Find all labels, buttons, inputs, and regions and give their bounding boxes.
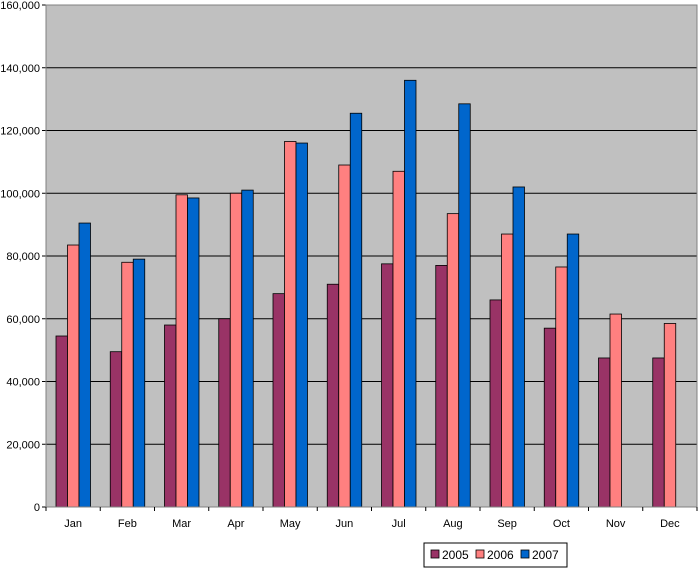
x-tick-label: Jul bbox=[392, 518, 406, 530]
bar-2006-dec bbox=[663, 323, 677, 508]
legend-label-2006: 2006 bbox=[487, 548, 514, 562]
bar-2005-dec bbox=[652, 357, 665, 508]
bar-2005-mar bbox=[164, 324, 177, 508]
bar-2006-may bbox=[284, 141, 297, 508]
x-tick-label: Oct bbox=[553, 518, 570, 530]
y-tick-label: 60,000 bbox=[6, 314, 40, 326]
bar-2006-nov bbox=[609, 313, 622, 508]
bar-2005-feb bbox=[109, 351, 123, 508]
bar-2007-mar bbox=[187, 197, 200, 508]
x-tick-label: Mar bbox=[172, 518, 191, 530]
x-tick-label: Jan bbox=[64, 518, 82, 530]
bar-2005-jun bbox=[326, 283, 340, 508]
bar-2006-jun bbox=[338, 164, 351, 508]
x-tick-label: Feb bbox=[118, 518, 137, 530]
legend-swatch-2006 bbox=[475, 549, 485, 559]
bar-2007-sep bbox=[512, 186, 525, 508]
bar-2007-oct bbox=[566, 233, 580, 508]
bar-2005-nov bbox=[598, 357, 611, 508]
legend-box bbox=[423, 542, 568, 568]
bar-2007-may bbox=[295, 142, 308, 508]
x-tick-label: Aug bbox=[443, 518, 463, 530]
bar-2005-may bbox=[272, 293, 285, 508]
bar-2007-jul bbox=[404, 79, 417, 508]
y-tick-label: 140,000 bbox=[0, 63, 40, 75]
x-tick-label: Sep bbox=[497, 518, 517, 530]
x-tick-label: Jun bbox=[336, 518, 354, 530]
bar-2007-feb bbox=[132, 258, 146, 508]
bar-2005-oct bbox=[543, 327, 557, 508]
legend-label-2005: 2005 bbox=[442, 548, 469, 562]
legend-swatch-2007 bbox=[520, 549, 530, 559]
y-tick-label: 120,000 bbox=[0, 126, 40, 138]
legend-label-2007: 2007 bbox=[532, 548, 559, 562]
bar-2005-apr bbox=[218, 318, 231, 508]
bar-2006-sep bbox=[501, 233, 514, 508]
bar-2007-apr bbox=[241, 189, 254, 508]
bar-2007-jan bbox=[78, 222, 91, 508]
bar-2005-jan bbox=[55, 335, 68, 508]
bar-2005-sep bbox=[489, 299, 502, 508]
x-tick-label: Apr bbox=[227, 518, 244, 530]
bar-2006-aug bbox=[446, 213, 460, 508]
x-tick-label: Nov bbox=[606, 518, 626, 530]
y-tick-label: 0 bbox=[34, 502, 40, 514]
y-tick-label: 160,000 bbox=[0, 0, 40, 12]
x-tick-label: May bbox=[280, 518, 301, 530]
y-tick-label: 20,000 bbox=[6, 439, 40, 451]
bar-2005-jul bbox=[381, 263, 394, 508]
y-tick-label: 80,000 bbox=[6, 251, 40, 263]
x-tick-label: Dec bbox=[660, 518, 680, 530]
bar-2005-aug bbox=[435, 265, 448, 508]
plot-area bbox=[42, 4, 698, 511]
bar-2006-feb bbox=[121, 261, 134, 508]
bar-2006-mar bbox=[175, 194, 188, 508]
bar-2006-apr bbox=[229, 192, 243, 508]
bar-2006-jan bbox=[67, 244, 80, 508]
y-tick-label: 100,000 bbox=[0, 188, 40, 200]
bar-2006-jul bbox=[392, 170, 405, 508]
legend-swatch-2005 bbox=[430, 549, 440, 559]
x-axis-tick-labels: Jan Feb Mar Apr May Jun Jul Aug Sep Oct Nov Dec bbox=[64, 518, 680, 530]
bar-2007-aug bbox=[458, 103, 471, 508]
bar-2007-jun bbox=[349, 112, 363, 508]
bar-2006-oct bbox=[555, 266, 568, 508]
y-tick-label: 40,000 bbox=[6, 377, 40, 389]
legend: 2005 2006 2007 bbox=[423, 542, 568, 568]
y-axis-tick-labels: 0 20,000 40,000 60,000 80,000 100,000 120,000 1… bbox=[0, 0, 40, 514]
